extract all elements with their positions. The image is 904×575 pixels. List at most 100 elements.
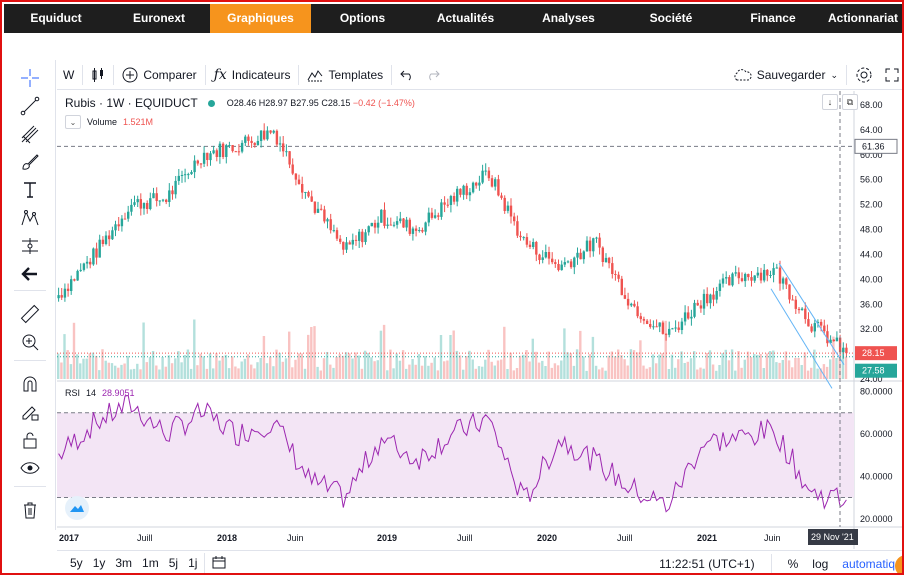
interval-button[interactable]: W: [57, 62, 80, 88]
candle-body: [845, 347, 848, 354]
save-button[interactable]: Sauvegarder ⌄: [726, 62, 844, 88]
cloud-icon: [734, 69, 752, 81]
lock-tool[interactable]: [18, 428, 42, 452]
candle-body: [645, 320, 649, 324]
nav-item-societe[interactable]: Société: [649, 11, 693, 25]
candle-body: [158, 200, 161, 202]
candle-body: [180, 175, 184, 176]
candle-body: [310, 196, 313, 202]
volume-bar: [129, 369, 133, 379]
price-tick-label: 32.00: [860, 324, 883, 334]
measure-tool[interactable]: [18, 234, 42, 258]
volume-bar: [370, 357, 373, 379]
nav-item-equiduct[interactable]: Equiduct: [30, 11, 82, 25]
redo-button[interactable]: [420, 62, 446, 88]
nav-item-options[interactable]: Options: [339, 11, 386, 25]
indicators-label: Indicateurs: [231, 67, 291, 82]
zoom-tool[interactable]: [18, 330, 42, 354]
volume-bar: [718, 365, 721, 379]
toolbar-divider: [204, 64, 206, 85]
candle-body: [92, 248, 95, 265]
brush-tool[interactable]: [18, 150, 42, 174]
candle-body: [535, 242, 538, 255]
restore-button[interactable]: ⧉: [842, 94, 858, 110]
trendline-tool[interactable]: [18, 94, 42, 118]
range-3m-button[interactable]: 3m: [115, 556, 133, 570]
ruler-tool[interactable]: [18, 302, 42, 326]
volume-label: Volume: [87, 117, 118, 127]
undo-button[interactable]: [394, 62, 420, 88]
nav-item-actualites[interactable]: Actualités: [436, 11, 495, 25]
date-range-button[interactable]: [207, 555, 231, 572]
text-tool[interactable]: [18, 178, 42, 202]
volume-bar: [117, 367, 120, 379]
magnet-tool[interactable]: [18, 372, 42, 396]
volume-bar: [816, 368, 819, 379]
crosshair-date-label: 29 Nov '21: [811, 532, 854, 542]
candle-body: [614, 274, 617, 275]
volume-bar: [610, 351, 614, 379]
toolbar-divider: [82, 64, 84, 85]
nav-item-actionnariat[interactable]: Actionnariat: [827, 11, 898, 25]
templates-button[interactable]: Templates: [301, 62, 389, 88]
nav-item-euronext[interactable]: Euronext: [132, 11, 185, 25]
volume-bar: [189, 368, 193, 379]
range-5y-button[interactable]: 5y: [70, 556, 83, 570]
fib-tool[interactable]: [18, 122, 42, 146]
chart-canvas[interactable]: 68.00 64.00 60.00 56.00 52.00 48.00 44.00 40.00…: [57, 91, 903, 549]
candle-body: [361, 231, 364, 243]
volume-bar: [199, 353, 202, 379]
log-toggle[interactable]: log: [812, 556, 829, 571]
volume-bar: [136, 363, 139, 379]
range-1y-button[interactable]: 1y: [92, 556, 106, 570]
back-tool[interactable]: [18, 262, 42, 286]
range-1d-button[interactable]: 1j: [188, 556, 198, 570]
volume-bar: [772, 350, 775, 379]
corner-badge[interactable]: [895, 555, 902, 573]
percent-toggle[interactable]: %: [787, 556, 799, 571]
candle-body: [649, 324, 652, 327]
candle-body: [294, 173, 298, 180]
collapse-legend-button[interactable]: ⌄: [65, 115, 81, 129]
nav-item-finance[interactable]: Finance: [750, 11, 796, 25]
candle-body: [747, 274, 750, 278]
visibility-tool[interactable]: [18, 456, 42, 480]
nav-item-analyses[interactable]: Analyses: [542, 11, 595, 25]
candle-body: [547, 252, 551, 259]
pattern-icon: [21, 210, 39, 226]
candle-body: [728, 277, 731, 286]
candle-body: [652, 326, 655, 328]
volume-bar: [389, 349, 392, 379]
pattern-tool[interactable]: [18, 206, 42, 230]
chart-type-button[interactable]: [85, 62, 111, 88]
candle-body: [196, 160, 199, 164]
tradingview-logo[interactable]: [65, 496, 89, 520]
indicators-button[interactable]: ƒx Indicateurs: [208, 62, 297, 88]
candle-body: [215, 150, 218, 157]
range-1m-button[interactable]: 1m: [142, 556, 159, 570]
compare-button[interactable]: Comparer: [116, 62, 202, 88]
crosshair-tool[interactable]: [18, 66, 42, 90]
volume-bar: [715, 370, 718, 379]
time-tick-label: 2019: [377, 533, 397, 543]
clock-label[interactable]: 11:22:51 (UTC+1): [659, 556, 755, 571]
candle-body: [57, 295, 60, 299]
trendline-icon: [20, 96, 40, 116]
nav-item-graphiques[interactable]: Graphiques: [210, 4, 311, 33]
candle-body: [405, 219, 408, 228]
fullscreen-button[interactable]: [879, 62, 902, 88]
settings-button[interactable]: [849, 62, 879, 88]
delete-tool[interactable]: [18, 498, 42, 522]
volume-bar: [667, 369, 671, 379]
candle-body: [183, 174, 187, 176]
volume-bar: [566, 352, 569, 379]
volume-bar: [363, 350, 367, 379]
volume-bar: [398, 360, 402, 379]
lock-drawings-tool[interactable]: [18, 400, 42, 424]
scroll-down-button[interactable]: ↓: [822, 94, 838, 110]
volume-bar: [246, 354, 250, 379]
volume-bar: [294, 359, 297, 379]
volume-bar: [357, 355, 360, 379]
auto-scale-toggle[interactable]: automatiq: [842, 556, 895, 571]
range-5d-button[interactable]: 5j: [168, 556, 179, 570]
